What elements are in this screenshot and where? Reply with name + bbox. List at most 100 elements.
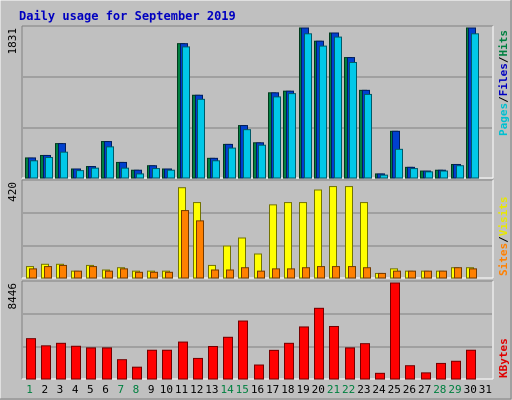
bar-pages-day-21 — [334, 36, 342, 179]
y-max-label: 1831 — [6, 28, 19, 55]
series-pages — [30, 33, 479, 179]
day-label-11: 11 — [175, 383, 188, 396]
plot-area — [22, 281, 493, 379]
bar-pages-day-15 — [243, 129, 251, 179]
series-sites — [29, 210, 477, 279]
bar-kbytes-day-12 — [193, 357, 203, 380]
day-label-23: 23 — [357, 383, 370, 396]
bar-pages-day-24 — [380, 174, 388, 179]
bar-kbytes-day-7 — [117, 359, 127, 380]
bar-sites-day-12 — [196, 220, 204, 279]
bar-pages-day-11 — [182, 46, 190, 179]
day-label-16: 16 — [251, 383, 264, 396]
day-label-8: 8 — [133, 383, 140, 396]
chart-panels: 1831Pages/Files/Hits420Sites/Visits8446K… — [6, 25, 510, 380]
bar-visits-day-21 — [329, 186, 337, 279]
day-label-15: 15 — [236, 383, 249, 396]
bar-pages-day-9 — [152, 168, 160, 179]
bar-sites-day-17 — [272, 268, 280, 279]
day-label-22: 22 — [342, 383, 355, 396]
bar-sites-day-9 — [150, 271, 158, 279]
bar-kbytes-day-22 — [345, 347, 355, 380]
bar-pages-day-22 — [349, 61, 357, 179]
day-label-2: 2 — [41, 383, 48, 396]
bar-pages-day-16 — [258, 144, 266, 179]
day-label-12: 12 — [190, 383, 203, 396]
bar-kbytes-day-17 — [269, 349, 279, 380]
legend-entry-pages: Pages — [497, 103, 510, 136]
bar-kbytes-day-25 — [390, 282, 400, 380]
bar-kbytes-day-29 — [451, 360, 461, 380]
bar-pages-day-3 — [60, 151, 68, 179]
bar-pages-day-6 — [106, 146, 114, 179]
bar-sites-day-3 — [59, 264, 67, 279]
bar-pages-day-10 — [167, 169, 175, 179]
day-label-19: 19 — [296, 383, 309, 396]
day-label-13: 13 — [205, 383, 218, 396]
bar-sites-day-26 — [408, 270, 416, 279]
bar-sites-day-25 — [393, 270, 401, 279]
bar-kbytes-day-20 — [314, 307, 324, 380]
day-label-26: 26 — [403, 383, 416, 396]
bar-sites-day-30 — [469, 268, 477, 279]
legend-separator: / — [497, 96, 510, 103]
bar-kbytes-day-8 — [132, 366, 142, 380]
bar-pages-day-28 — [440, 170, 448, 179]
legend-entry-files: Files — [497, 63, 510, 96]
x-axis-day-labels: 1 2 3 4 5 6 7 8 9 10 11 12 13 14 15 16 17 18 19 20 21 22 23 24 2… — [26, 383, 492, 396]
day-label-18: 18 — [281, 383, 294, 396]
bar-pages-day-14 — [228, 147, 236, 179]
bar-sites-day-4 — [74, 270, 82, 279]
day-label-3: 3 — [57, 383, 64, 396]
panel-legend: Sites/Visits — [497, 197, 510, 277]
day-label-10: 10 — [160, 383, 173, 396]
bar-pages-day-8 — [136, 173, 144, 179]
bar-kbytes-day-9 — [147, 349, 157, 380]
day-label-1: 1 — [26, 383, 33, 396]
bar-kbytes-day-5 — [86, 347, 96, 380]
bar-visits-day-19 — [299, 202, 307, 279]
day-label-20: 20 — [312, 383, 325, 396]
bar-sites-day-10 — [165, 271, 173, 279]
bar-pages-day-25 — [395, 148, 403, 179]
bar-sites-day-13 — [211, 269, 219, 279]
bar-sites-day-19 — [302, 267, 310, 279]
legend-separator: / — [497, 56, 510, 63]
bar-kbytes-day-13 — [208, 345, 218, 380]
legend-entry-visits: Visits — [497, 197, 510, 237]
bar-kbytes-day-27 — [421, 372, 431, 380]
bar-sites-day-23 — [363, 267, 371, 279]
bar-sites-day-5 — [89, 266, 97, 279]
bar-pages-day-29 — [456, 165, 464, 179]
y-max-label: 420 — [6, 182, 19, 202]
bar-kbytes-day-1 — [26, 338, 36, 380]
bar-kbytes-day-6 — [102, 347, 112, 380]
bar-pages-day-26 — [410, 168, 418, 179]
bar-pages-day-19 — [304, 33, 312, 179]
day-label-6: 6 — [102, 383, 109, 396]
bar-sites-day-22 — [348, 266, 356, 279]
bar-pages-day-2 — [45, 157, 53, 179]
day-label-4: 4 — [72, 383, 79, 396]
day-label-14: 14 — [220, 383, 234, 396]
bar-visits-day-18 — [284, 202, 292, 279]
bar-sites-day-20 — [317, 266, 325, 279]
bar-kbytes-day-11 — [178, 341, 188, 380]
day-label-28: 28 — [433, 383, 446, 396]
bar-kbytes-day-3 — [56, 342, 66, 380]
bar-kbytes-day-28 — [436, 362, 446, 380]
bar-pages-day-12 — [197, 98, 205, 179]
bar-sites-day-28 — [439, 270, 447, 279]
bar-pages-day-4 — [76, 170, 84, 179]
bar-pages-day-1 — [30, 160, 38, 179]
day-label-21: 21 — [327, 383, 340, 396]
day-label-27: 27 — [418, 383, 431, 396]
bar-sites-day-27 — [424, 270, 432, 279]
bar-pages-day-17 — [273, 96, 281, 179]
chart-title: Daily usage for September 2019 — [19, 9, 236, 23]
legend-entry-hits: Hits — [497, 30, 510, 57]
panel-3: 8446 KBytes — [6, 280, 510, 380]
day-label-5: 5 — [87, 383, 94, 396]
bar-kbytes-day-4 — [71, 345, 81, 380]
